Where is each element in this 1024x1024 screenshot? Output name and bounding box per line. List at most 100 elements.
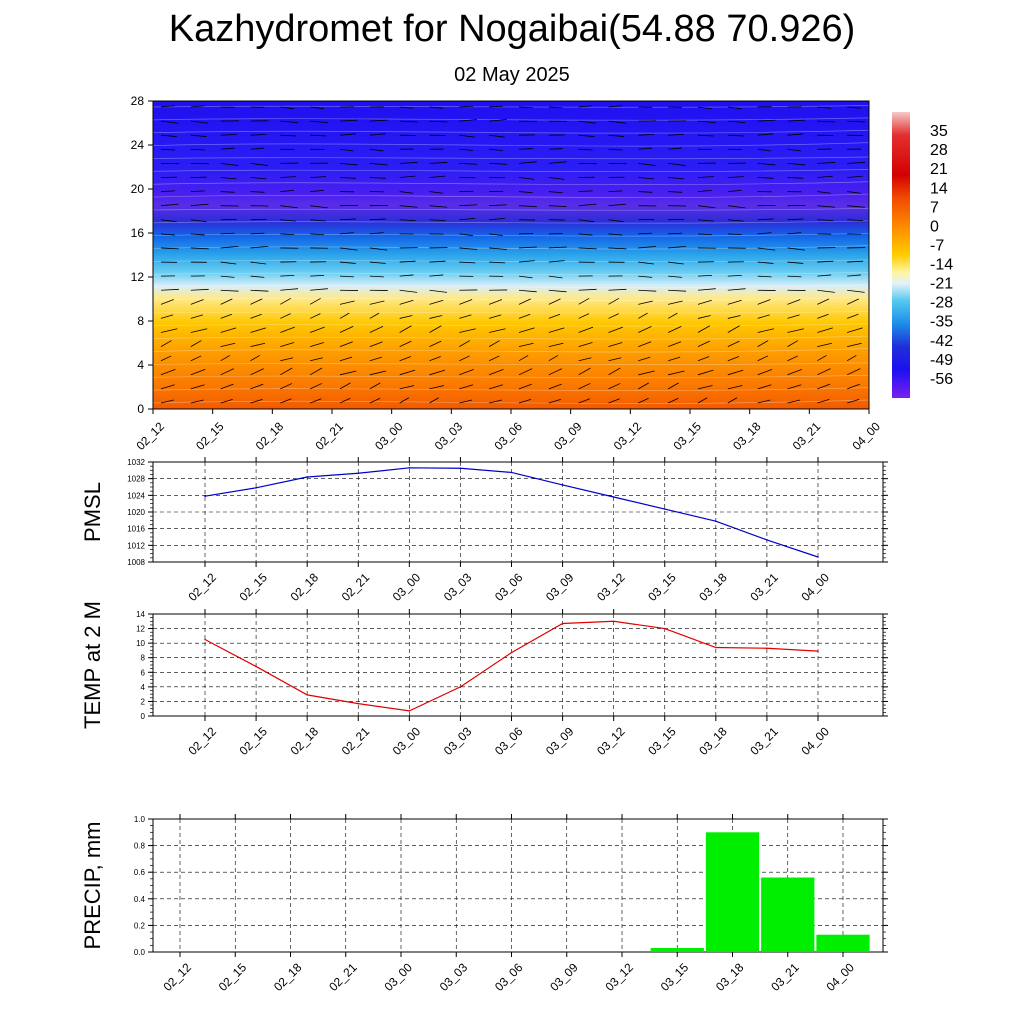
colorbar-label: 0 [930,218,939,235]
wind-barb [638,275,653,278]
data-point [255,665,257,668]
data-point [766,647,768,650]
pmsl-panel: 1008 1012 1016 1020 1024 1028 1032 02_12 02_15 02… [80,457,888,604]
wind-barb [250,355,260,362]
wind-barb [310,326,325,333]
x-tick-label: 03_18 [713,960,747,994]
wind-barb [578,219,595,223]
wind-barb [727,219,744,222]
contour-line [152,296,870,301]
wind-barb [578,203,597,207]
wind-barb [459,247,478,250]
wind-barb [250,275,265,278]
wind-barb [847,175,863,178]
wind-barb [518,177,535,180]
wind-barb [459,355,470,362]
wind-barb [817,368,831,376]
wind-barb [220,245,239,249]
wind-barb [429,260,446,263]
wind-barb [160,190,175,192]
x-tick-label: 02_21 [326,960,360,994]
wind-barb [339,261,356,264]
wind-barb [220,327,237,333]
data-point [408,710,411,712]
wind-barb [459,119,478,122]
wind-barb [339,162,358,166]
y-tick-label: 12 [131,270,145,284]
wind-barb [578,120,597,124]
wind-barb [518,161,537,164]
wind-barb [250,162,269,166]
x-tick-label: 02_15 [193,419,227,453]
contour-line [152,323,870,327]
wind-barb [638,191,653,193]
wind-barb [160,355,172,362]
y-tick-label: 1024 [127,491,145,500]
wind-barb [489,148,503,151]
chart-title: Kazhydromet for Nogaibai(54.88 70.926) [168,8,856,50]
wind-barb [727,275,742,277]
x-tick-label: 03_15 [645,724,679,758]
wind-barb [280,383,293,390]
wind-barb [190,203,209,207]
wind-barb [250,327,267,333]
x-tick-label: 02_18 [253,419,287,453]
x-tick-label: 02_21 [339,724,373,758]
wind-barb [190,314,203,319]
wind-barb [638,300,653,305]
x-tick-label: 03_09 [543,570,577,604]
contour-line [152,348,870,353]
wind-barb [638,162,656,166]
wind-barb [160,233,175,236]
wind-barb [220,147,235,150]
wind-barb [638,397,649,404]
wind-barb [429,219,446,221]
wind-barb [757,133,774,136]
wind-barb [339,312,350,319]
wind-barb [489,369,504,376]
data-point [204,495,206,497]
wind-barb [190,219,207,223]
x-tick-label: 03_21 [747,570,781,604]
wind-barb [190,120,209,124]
y-tick-label: 1020 [127,508,145,517]
wind-barb [369,341,383,347]
wind-barb [608,247,627,250]
x-tick-label: 03_09 [543,724,577,758]
wind-barb [548,313,561,319]
colorbar-label: 35 [930,123,948,140]
wind-barb [399,385,415,390]
wind-barb [817,289,835,293]
contour-line [152,284,870,288]
wind-barb [608,203,627,207]
colorbar-label: -14 [930,257,953,274]
wind-barb [847,383,861,390]
wind-barb [310,134,327,137]
wind-barb [757,119,776,122]
x-tick-label: 02_12 [185,570,219,604]
colorbar-label: -28 [930,295,953,312]
wind-barb [160,299,174,305]
wind-barb [339,341,353,347]
y-tick-label: 1012 [127,541,145,550]
data-point [561,622,564,625]
wind-barb [160,328,178,333]
wind-barb [578,148,593,151]
wind-barb [518,246,537,249]
wind-barb [399,106,414,109]
wind-barb [548,399,561,404]
wind-barb [846,298,860,305]
wind-barb [489,314,502,319]
wind-barb [608,134,625,137]
wind-barb [429,106,444,109]
wind-barb [518,355,529,362]
x-tick-label: 02_15 [237,570,271,604]
wind-barb [459,340,471,347]
x-tick-label: 02_21 [312,419,346,453]
precip-bar [705,832,760,952]
wind-barb [489,204,508,207]
wind-barb [727,325,740,333]
wind-barb [399,274,414,277]
wind-barb [399,315,413,319]
